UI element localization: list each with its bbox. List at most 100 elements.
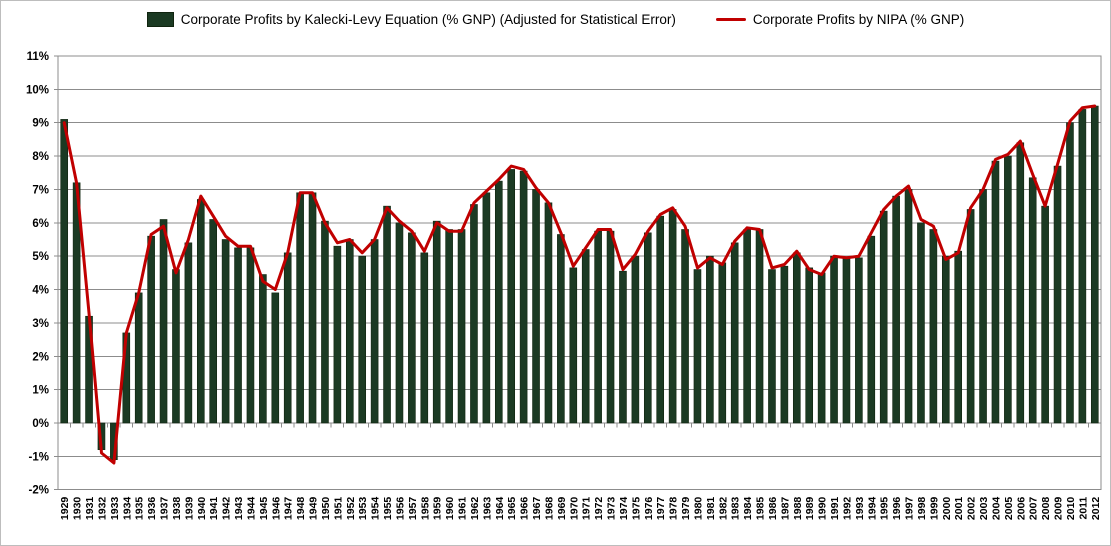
svg-text:1954: 1954 <box>370 497 382 521</box>
svg-text:1949: 1949 <box>308 497 320 521</box>
svg-text:1950: 1950 <box>320 497 332 521</box>
svg-text:2001: 2001 <box>953 497 965 521</box>
svg-text:1983: 1983 <box>730 497 742 521</box>
legend-item-nipa: Corporate Profits by NIPA (% GNP) <box>715 12 965 27</box>
svg-text:1948: 1948 <box>295 497 307 521</box>
svg-text:1951: 1951 <box>332 497 344 521</box>
svg-text:1946: 1946 <box>270 497 282 521</box>
svg-text:1986: 1986 <box>767 497 779 521</box>
svg-text:1944: 1944 <box>245 497 257 521</box>
svg-text:1982: 1982 <box>717 497 729 521</box>
svg-text:11%: 11% <box>27 51 49 63</box>
svg-text:1929: 1929 <box>59 497 71 521</box>
svg-text:1980: 1980 <box>692 497 704 521</box>
svg-text:2010: 2010 <box>1065 497 1077 521</box>
svg-text:1996: 1996 <box>891 497 903 521</box>
svg-text:2%: 2% <box>32 351 49 363</box>
svg-text:1945: 1945 <box>258 497 270 521</box>
svg-text:1962: 1962 <box>469 497 481 521</box>
svg-text:1988: 1988 <box>792 497 804 521</box>
svg-text:1959: 1959 <box>432 497 444 521</box>
svg-text:1937: 1937 <box>159 497 171 521</box>
svg-text:1940: 1940 <box>196 497 208 521</box>
svg-text:1972: 1972 <box>593 497 605 521</box>
svg-text:1994: 1994 <box>866 497 878 521</box>
svg-text:1969: 1969 <box>556 497 568 521</box>
svg-text:1935: 1935 <box>134 497 146 521</box>
svg-text:1984: 1984 <box>742 497 754 521</box>
svg-text:1966: 1966 <box>519 497 531 521</box>
svg-text:1975: 1975 <box>630 497 642 521</box>
svg-text:1960: 1960 <box>444 497 456 521</box>
svg-text:1992: 1992 <box>841 497 853 521</box>
svg-text:1981: 1981 <box>705 497 717 521</box>
svg-text:1947: 1947 <box>283 497 295 521</box>
svg-text:2012: 2012 <box>1090 497 1102 521</box>
svg-text:1995: 1995 <box>879 497 891 521</box>
svg-text:2003: 2003 <box>978 497 990 521</box>
svg-text:1977: 1977 <box>655 497 667 521</box>
chart-legend: Corporate Profits by Kalecki-Levy Equati… <box>1 12 1110 27</box>
svg-text:1941: 1941 <box>208 497 220 521</box>
svg-text:1952: 1952 <box>345 497 357 521</box>
svg-text:1987: 1987 <box>779 497 791 521</box>
svg-text:1993: 1993 <box>854 497 866 521</box>
svg-text:1936: 1936 <box>146 497 158 521</box>
svg-text:1965: 1965 <box>506 497 518 521</box>
svg-text:1955: 1955 <box>382 497 394 521</box>
legend-item-kalecki: Corporate Profits by Kalecki-Levy Equati… <box>146 12 676 27</box>
svg-text:0%: 0% <box>32 418 49 430</box>
svg-text:4%: 4% <box>32 285 49 297</box>
svg-text:1991: 1991 <box>829 497 841 521</box>
svg-text:1974: 1974 <box>618 497 630 521</box>
svg-text:1989: 1989 <box>804 497 816 521</box>
kalecki-legend-label: Corporate Profits by Kalecki-Levy Equati… <box>180 12 676 27</box>
svg-text:1967: 1967 <box>531 497 543 521</box>
svg-text:1%: 1% <box>32 385 49 397</box>
svg-text:2005: 2005 <box>1003 497 1015 521</box>
svg-text:1973: 1973 <box>606 497 618 521</box>
svg-text:2011: 2011 <box>1077 497 1089 520</box>
svg-text:1998: 1998 <box>916 497 928 521</box>
kalecki-bar-swatch-icon <box>146 12 174 27</box>
svg-text:1958: 1958 <box>419 497 431 521</box>
svg-text:1938: 1938 <box>171 497 183 521</box>
svg-text:1930: 1930 <box>72 497 84 521</box>
svg-text:2008: 2008 <box>1040 497 1052 521</box>
svg-text:1957: 1957 <box>407 497 419 521</box>
svg-text:1971: 1971 <box>581 497 593 521</box>
svg-text:1963: 1963 <box>481 497 493 521</box>
svg-text:1999: 1999 <box>928 497 940 521</box>
svg-text:1939: 1939 <box>183 497 195 521</box>
svg-text:2004: 2004 <box>990 497 1002 521</box>
svg-text:1932: 1932 <box>96 497 108 521</box>
svg-text:-1%: -1% <box>29 451 49 463</box>
svg-text:1990: 1990 <box>817 497 829 521</box>
svg-text:1961: 1961 <box>457 497 469 521</box>
svg-text:1953: 1953 <box>357 497 369 521</box>
svg-text:2007: 2007 <box>1028 497 1040 521</box>
svg-text:3%: 3% <box>32 318 49 330</box>
svg-text:1978: 1978 <box>668 497 680 521</box>
svg-text:1931: 1931 <box>84 497 96 521</box>
svg-text:1970: 1970 <box>568 497 580 521</box>
svg-text:7%: 7% <box>32 184 49 196</box>
svg-text:1979: 1979 <box>680 497 692 521</box>
svg-text:1956: 1956 <box>394 497 406 521</box>
svg-text:2000: 2000 <box>941 497 953 521</box>
svg-text:2009: 2009 <box>1053 497 1065 521</box>
svg-text:1934: 1934 <box>121 497 133 521</box>
svg-text:9%: 9% <box>32 118 49 130</box>
svg-text:1997: 1997 <box>904 497 916 521</box>
nipa-line-swatch-icon <box>715 17 746 22</box>
svg-text:8%: 8% <box>32 151 49 163</box>
svg-text:2002: 2002 <box>966 497 978 521</box>
nipa-legend-label: Corporate Profits by NIPA (% GNP) <box>752 12 965 27</box>
svg-text:10%: 10% <box>26 84 49 96</box>
svg-text:6%: 6% <box>32 218 49 230</box>
svg-text:1968: 1968 <box>543 497 555 521</box>
svg-text:1942: 1942 <box>221 497 233 521</box>
svg-text:1964: 1964 <box>494 497 506 521</box>
svg-text:1976: 1976 <box>643 497 655 521</box>
